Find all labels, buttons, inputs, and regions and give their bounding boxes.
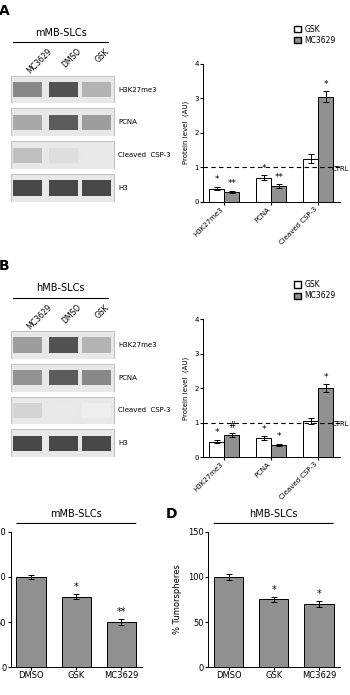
FancyBboxPatch shape	[10, 331, 114, 359]
Y-axis label: Protein level  (AU): Protein level (AU)	[182, 101, 189, 165]
Bar	[271, 445, 286, 457]
FancyBboxPatch shape	[49, 115, 78, 130]
Text: GSK: GSK	[94, 302, 111, 320]
Bar	[259, 599, 288, 667]
FancyBboxPatch shape	[10, 76, 114, 104]
FancyBboxPatch shape	[49, 147, 78, 163]
Bar	[107, 622, 136, 667]
Text: *: *	[316, 589, 321, 599]
Bar	[303, 158, 318, 202]
Bar	[16, 577, 46, 667]
Bar	[271, 186, 286, 202]
Legend: GSK, MC3629: GSK, MC3629	[294, 24, 336, 45]
FancyBboxPatch shape	[10, 363, 114, 391]
Text: **: **	[274, 173, 283, 182]
FancyBboxPatch shape	[82, 180, 111, 195]
FancyBboxPatch shape	[13, 370, 42, 386]
FancyBboxPatch shape	[10, 174, 114, 202]
Bar	[62, 597, 91, 667]
FancyBboxPatch shape	[82, 436, 111, 451]
Text: D: D	[166, 507, 177, 521]
FancyBboxPatch shape	[13, 82, 42, 97]
Text: A: A	[0, 4, 10, 18]
Text: Cleaved  CSP-3: Cleaved CSP-3	[118, 152, 171, 158]
FancyBboxPatch shape	[49, 338, 78, 352]
FancyBboxPatch shape	[13, 147, 42, 163]
Text: PCNA: PCNA	[118, 120, 137, 125]
Text: *: *	[215, 428, 219, 437]
Text: CTRL: CTRL	[331, 166, 349, 172]
Text: *: *	[261, 425, 266, 434]
Bar	[318, 97, 333, 202]
Bar	[224, 192, 239, 202]
FancyBboxPatch shape	[82, 370, 111, 386]
Text: H3K27me3: H3K27me3	[118, 342, 157, 348]
Text: *: *	[323, 80, 328, 89]
Text: *: *	[271, 585, 276, 595]
Y-axis label: % Tumorspheres: % Tumorspheres	[174, 564, 182, 635]
FancyBboxPatch shape	[82, 147, 111, 163]
FancyBboxPatch shape	[49, 180, 78, 195]
FancyBboxPatch shape	[49, 403, 78, 418]
Text: CTRL: CTRL	[331, 421, 349, 427]
Text: **: **	[117, 607, 126, 617]
FancyBboxPatch shape	[13, 180, 42, 195]
Text: *: *	[323, 373, 328, 382]
Text: mMB-SLCs: mMB-SLCs	[50, 509, 102, 519]
FancyBboxPatch shape	[13, 338, 42, 352]
FancyBboxPatch shape	[10, 397, 114, 424]
Text: H3: H3	[118, 185, 128, 190]
Text: H3K27me3: H3K27me3	[118, 87, 157, 92]
FancyBboxPatch shape	[13, 403, 42, 418]
FancyBboxPatch shape	[10, 430, 114, 457]
Bar	[209, 441, 224, 457]
Text: *: *	[74, 582, 79, 592]
FancyBboxPatch shape	[82, 338, 111, 352]
Legend: GSK, MC3629: GSK, MC3629	[294, 280, 336, 300]
FancyBboxPatch shape	[82, 403, 111, 418]
Text: **: **	[228, 179, 236, 188]
Bar	[209, 188, 224, 202]
Text: #: #	[228, 421, 236, 430]
Bar	[256, 177, 271, 202]
Bar	[256, 438, 271, 457]
Text: DMSO: DMSO	[61, 47, 83, 70]
Bar	[224, 434, 239, 457]
FancyBboxPatch shape	[49, 82, 78, 97]
Bar	[304, 604, 334, 667]
FancyBboxPatch shape	[49, 436, 78, 451]
Text: H3: H3	[118, 440, 128, 446]
Text: mMB-SLCs: mMB-SLCs	[35, 28, 87, 38]
Bar	[214, 577, 243, 667]
FancyBboxPatch shape	[82, 115, 111, 130]
FancyBboxPatch shape	[13, 115, 42, 130]
Bar	[303, 421, 318, 457]
Text: *: *	[261, 164, 266, 173]
FancyBboxPatch shape	[10, 108, 114, 136]
Text: GSK: GSK	[94, 47, 111, 65]
FancyBboxPatch shape	[49, 370, 78, 386]
Text: MC3629: MC3629	[25, 47, 53, 76]
Text: DMSO: DMSO	[61, 302, 83, 325]
Text: Cleaved  CSP-3: Cleaved CSP-3	[118, 407, 171, 414]
Text: hMB-SLCs: hMB-SLCs	[36, 284, 85, 293]
Text: *: *	[276, 432, 281, 441]
Text: B: B	[0, 259, 10, 273]
FancyBboxPatch shape	[10, 141, 114, 169]
Y-axis label: Protein level  (AU): Protein level (AU)	[182, 357, 189, 420]
Bar	[318, 388, 333, 457]
FancyBboxPatch shape	[82, 82, 111, 97]
FancyBboxPatch shape	[13, 436, 42, 451]
Text: PCNA: PCNA	[118, 375, 137, 381]
Text: MC3629: MC3629	[25, 302, 53, 331]
Text: hMB-SLCs: hMB-SLCs	[250, 509, 298, 519]
Text: *: *	[215, 175, 219, 184]
